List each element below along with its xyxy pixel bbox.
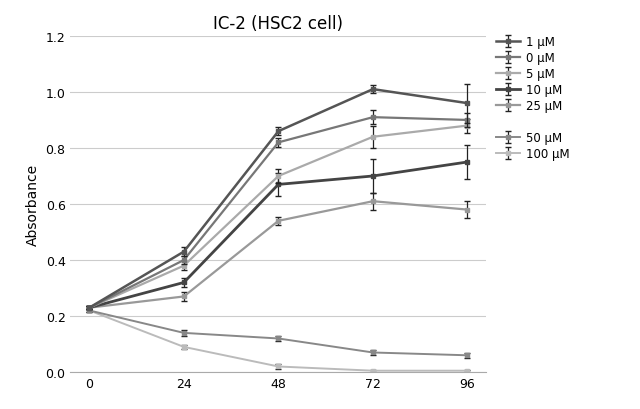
Y-axis label: Absorbance: Absorbance	[26, 164, 40, 245]
Title: IC-2 (HSC2 cell): IC-2 (HSC2 cell)	[213, 15, 344, 32]
Legend: 1 μM, 0 μM, 5 μM, 10 μM, 25 μM, , 50 μM, 100 μM: 1 μM, 0 μM, 5 μM, 10 μM, 25 μM, , 50 μM,…	[497, 36, 570, 160]
